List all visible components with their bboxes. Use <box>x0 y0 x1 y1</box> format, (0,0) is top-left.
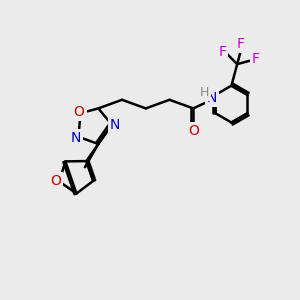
Text: N: N <box>70 131 81 145</box>
Text: O: O <box>50 175 61 188</box>
Text: F: F <box>252 52 260 66</box>
Text: F: F <box>237 37 245 51</box>
Text: H: H <box>200 86 209 99</box>
Text: O: O <box>188 124 199 138</box>
Text: N: N <box>207 91 217 105</box>
Text: N: N <box>110 118 120 132</box>
Text: F: F <box>218 45 226 59</box>
Text: O: O <box>74 105 84 119</box>
